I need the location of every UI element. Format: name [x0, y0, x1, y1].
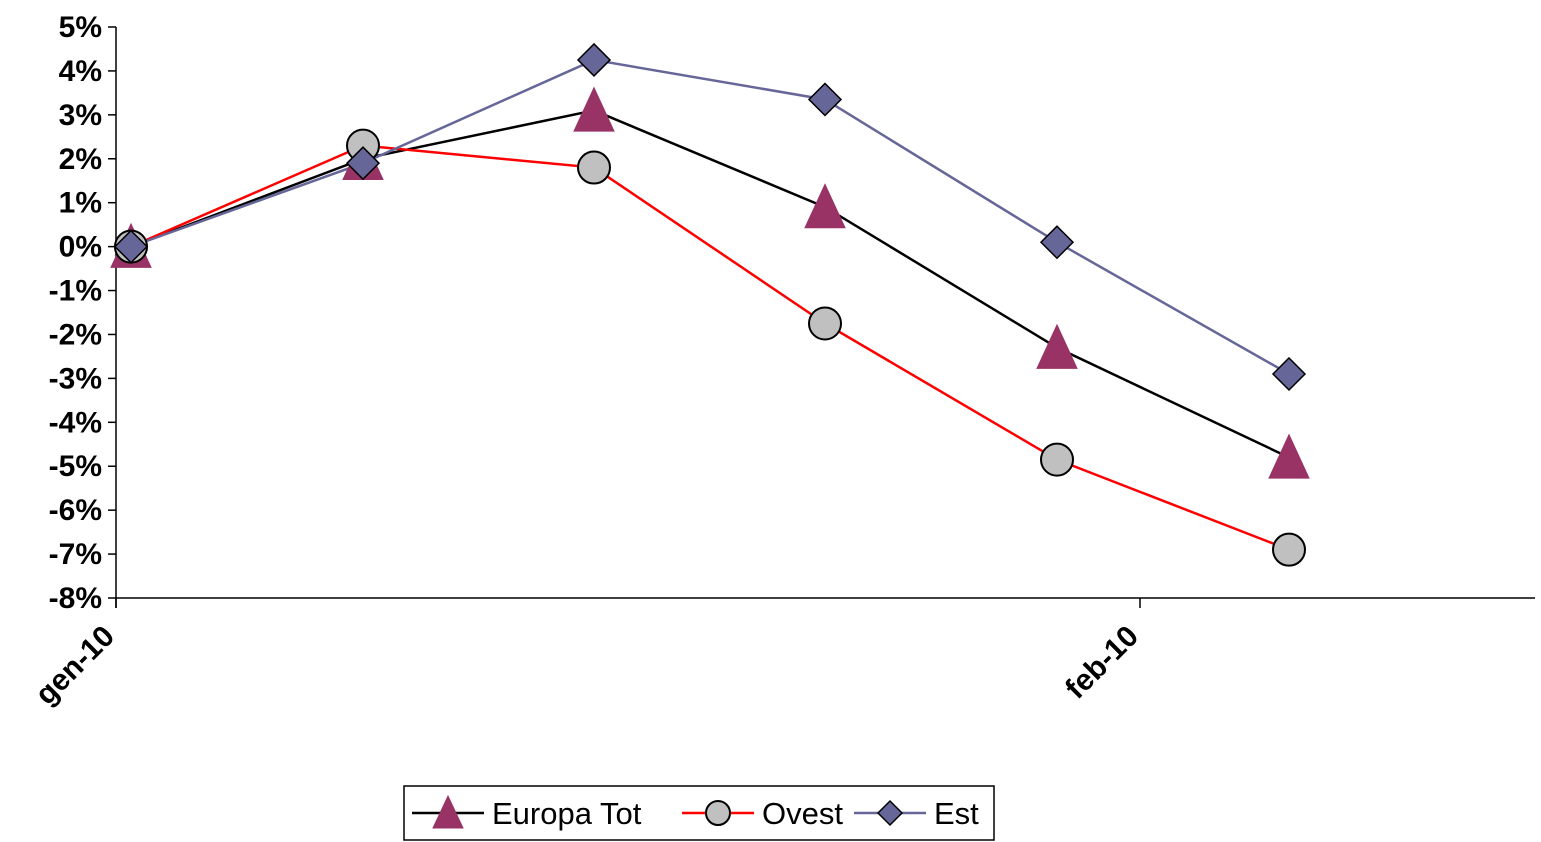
data-point-est: [345, 146, 381, 181]
legend: Europa Tot Ovest Est: [403, 785, 995, 841]
series-lines: [130, 58, 1290, 551]
data-point-est: [1271, 356, 1307, 392]
x-tick-group: gen-10 feb-10: [29, 598, 1145, 711]
series-line-est: [130, 58, 1290, 376]
data-point-ovest: [1272, 532, 1306, 567]
series-line-europa-tot: [130, 109, 1290, 459]
y-tick-label: -1%: [49, 275, 102, 308]
data-point-europa-tot: [1036, 323, 1078, 369]
data-point-est: [113, 229, 149, 264]
y-tick-label: -3%: [49, 362, 102, 395]
data-point-ovest: [808, 306, 842, 341]
y-tick-label: -5%: [49, 450, 102, 483]
data-point-europa-tot: [573, 86, 615, 132]
y-tick-label: 3%: [59, 99, 102, 132]
data-point-est: [1039, 225, 1075, 260]
series-markers: [110, 42, 1310, 567]
data-point-est: [807, 82, 843, 117]
data-point-europa-tot: [1268, 433, 1310, 479]
y-tick-group: 5% 4% 3% 2% 1% 0% -1% -2% -3% -4% -5% -6% -7% -8%: [49, 11, 116, 615]
data-point-europa-tot: [804, 183, 846, 229]
legend-label: Europa Tot: [492, 796, 642, 831]
y-tick-label: 4%: [59, 55, 102, 88]
y-tick-label: 1%: [59, 187, 102, 220]
legend-label: Est: [934, 796, 979, 831]
y-tick-label: -2%: [49, 318, 102, 351]
chart-axes: [115, 27, 1535, 608]
legend-swatch-marker: [876, 799, 904, 827]
data-point-est: [576, 42, 612, 78]
legend-swatch-marker: [705, 800, 731, 826]
y-tick-label: -7%: [49, 538, 102, 571]
x-tick-label: gen-10: [29, 620, 121, 712]
series-line-ovest: [130, 144, 1290, 551]
y-tick-label: -6%: [49, 494, 102, 527]
data-point-ovest: [577, 150, 611, 185]
y-tick-label: -8%: [49, 582, 102, 615]
y-tick-label: 0%: [59, 231, 102, 264]
y-tick-label: 2%: [59, 143, 102, 176]
legend-label: Ovest: [762, 796, 843, 831]
y-tick-label: 5%: [59, 11, 102, 44]
legend-swatch-marker: [432, 794, 464, 829]
y-tick-label: -4%: [49, 406, 102, 439]
data-point-ovest: [1040, 442, 1074, 477]
x-tick-label: feb-10: [1059, 620, 1145, 706]
